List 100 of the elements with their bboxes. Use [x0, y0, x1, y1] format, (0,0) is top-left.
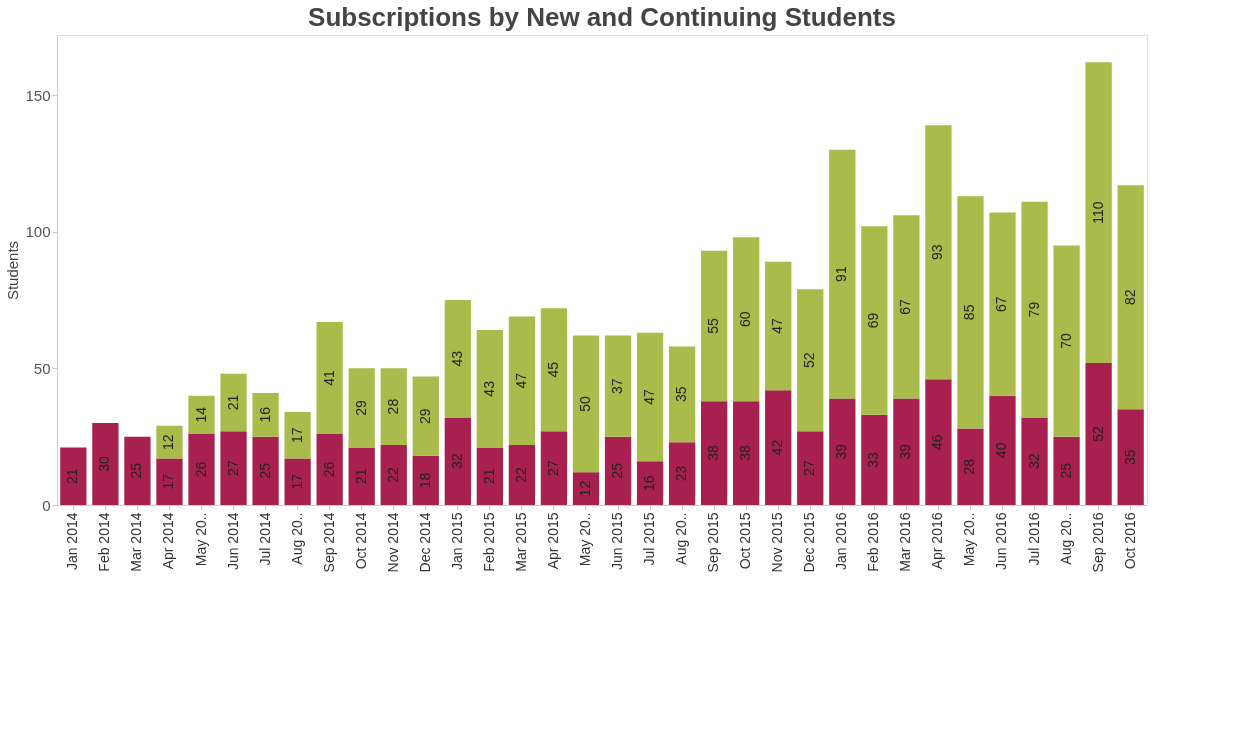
y-axis-title: Students: [4, 240, 22, 301]
bar: [252, 392, 279, 437]
x-tick-label: Apr 2014: [160, 512, 177, 570]
data-label: 26: [320, 461, 337, 478]
data-label: 55: [705, 318, 722, 334]
x-tick-label: Apr 2015: [544, 512, 561, 570]
data-label: 37: [609, 378, 626, 394]
data-label: 27: [544, 460, 561, 476]
data-label: 28: [961, 458, 978, 475]
bar: [893, 398, 920, 505]
bar: [476, 447, 503, 505]
chart-title: Subscriptions by New and Continuing Students: [308, 2, 896, 32]
bar: [188, 433, 215, 505]
bar: [1021, 201, 1048, 418]
x-tick-label: Jun 2014: [224, 512, 241, 571]
data-label: 14: [192, 406, 209, 423]
data-label: 22: [512, 466, 529, 483]
bar: [220, 373, 247, 432]
bar: [604, 335, 632, 437]
data-label: 47: [641, 389, 658, 405]
x-tick-label: Mar 2016: [897, 512, 914, 572]
data-label: 23: [673, 465, 690, 482]
data-label: 39: [897, 443, 914, 460]
bar: [412, 376, 439, 456]
data-label: 26: [192, 461, 209, 478]
data-label: 93: [929, 244, 946, 261]
bar: [380, 368, 407, 445]
bar: [60, 447, 87, 505]
data-label: 52: [1089, 425, 1106, 442]
bar: [604, 436, 632, 505]
x-tick-label: Jan 2016: [833, 512, 850, 571]
bar: [765, 390, 792, 505]
data-label: 16: [641, 475, 658, 491]
bar: [636, 332, 664, 462]
data-label: 18: [416, 472, 433, 489]
data-label: 25: [256, 462, 273, 479]
data-label: 79: [1025, 301, 1042, 318]
data-label: 82: [1121, 289, 1138, 306]
bar: [92, 423, 119, 505]
bar: [348, 368, 375, 448]
x-tick-label: Oct 2014: [352, 512, 369, 570]
bar: [444, 417, 471, 505]
x-tick-label: Aug 20..: [288, 512, 305, 565]
bar: [156, 458, 183, 505]
x-tick-label: May 20..: [961, 512, 978, 567]
data-label: 21: [352, 468, 369, 485]
data-label: 60: [737, 311, 754, 327]
data-label: 17: [160, 473, 177, 490]
x-tick-label: Jul 2015: [641, 512, 658, 566]
y-tick-label: 100: [25, 223, 51, 241]
bar: [1117, 409, 1144, 505]
data-label: 67: [897, 298, 914, 315]
bar: [156, 425, 183, 459]
data-label: 35: [673, 386, 690, 403]
y-tick-label: 150: [25, 86, 51, 104]
bar: [220, 431, 247, 505]
bar: [188, 395, 215, 434]
data-label: 27: [801, 460, 818, 476]
bar: [444, 300, 471, 418]
data-label: 22: [384, 466, 401, 483]
bar: [957, 428, 984, 505]
data-label: 38: [705, 445, 722, 461]
x-tick-label: May 20..: [192, 512, 209, 567]
bar: [636, 461, 664, 505]
bar: [797, 431, 824, 505]
data-label: 30: [96, 456, 113, 472]
x-tick-label: Feb 2016: [865, 512, 882, 572]
bar: [284, 458, 311, 505]
bar: [989, 212, 1016, 396]
y-tick-label: 50: [33, 359, 51, 377]
bar: [1053, 436, 1080, 505]
x-tick-label: Dec 2015: [801, 512, 818, 573]
bar: [284, 412, 311, 459]
x-tick-label: Oct 2016: [1121, 512, 1138, 570]
bar: [668, 442, 696, 505]
y-tick-label: 0: [42, 496, 51, 514]
bar: [572, 472, 600, 505]
data-label: 69: [865, 312, 882, 329]
data-label: 32: [1025, 453, 1042, 470]
data-label: 17: [288, 473, 305, 490]
data-label: 39: [833, 443, 850, 460]
data-label: 21: [224, 394, 241, 411]
data-label: 21: [480, 468, 497, 485]
x-tick-label: Dec 2014: [416, 512, 433, 573]
bar: [348, 447, 375, 505]
data-label: 29: [416, 408, 433, 424]
x-tick-label: Nov 2014: [384, 512, 401, 573]
x-tick-label: Apr 2016: [929, 512, 946, 570]
x-tick-label: Jul 2016: [1025, 512, 1042, 566]
data-label: 45: [544, 361, 561, 378]
data-label: 25: [128, 462, 145, 479]
bar: [1085, 62, 1112, 363]
bar: [701, 401, 728, 505]
data-label: 43: [480, 380, 497, 397]
bar: [316, 433, 343, 505]
data-label: 29: [352, 400, 369, 416]
bar: [797, 289, 824, 432]
data-label: 35: [1121, 449, 1138, 465]
x-tick-label: Jan 2015: [448, 512, 465, 571]
bar: [701, 250, 728, 402]
